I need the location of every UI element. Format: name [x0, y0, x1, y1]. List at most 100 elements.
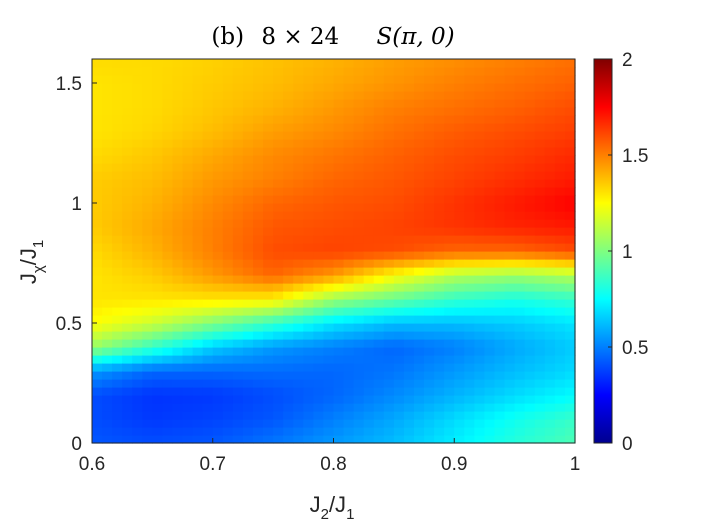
heatmap-cell: [253, 219, 264, 228]
heatmap-cell: [414, 147, 425, 156]
heatmap-cell: [293, 219, 304, 228]
heatmap-cell: [373, 315, 385, 324]
heatmap-cell: [303, 195, 314, 204]
heatmap-cell: [504, 115, 516, 124]
heatmap-cell: [232, 187, 244, 196]
heatmap-cell: [303, 267, 314, 276]
heatmap-cell: [172, 147, 184, 156]
heatmap-cell: [534, 59, 546, 68]
heatmap-cell: [454, 235, 465, 244]
heatmap-cell: [444, 163, 455, 172]
heatmap-cell: [353, 259, 365, 268]
heatmap-cell: [544, 99, 556, 108]
heatmap-cell: [293, 315, 304, 324]
heatmap-cells: [92, 59, 576, 444]
heatmap-cell: [162, 435, 174, 444]
heatmap-cell: [333, 427, 345, 436]
heatmap-cell: [232, 339, 244, 348]
heatmap-cell: [464, 315, 475, 324]
heatmap-cell: [333, 147, 345, 156]
heatmap-cell: [182, 283, 194, 292]
heatmap-cell: [182, 227, 194, 236]
heatmap-cell: [544, 251, 556, 260]
heatmap-cell: [393, 283, 405, 292]
heatmap-cell: [353, 123, 365, 132]
heatmap-cell: [222, 307, 234, 316]
heatmap-cell: [152, 259, 164, 268]
heatmap-cell: [152, 419, 164, 428]
heatmap-cell: [333, 179, 345, 188]
heatmap-cell: [554, 195, 566, 204]
heatmap-cell: [554, 347, 566, 356]
heatmap-cell: [222, 419, 234, 428]
heatmap-cell: [132, 339, 143, 348]
heatmap-cell: [92, 243, 103, 252]
heatmap-cell: [122, 251, 133, 260]
heatmap-cell: [172, 67, 184, 76]
heatmap-cell: [514, 243, 526, 252]
heatmap-cell: [363, 59, 375, 68]
heatmap-cell: [333, 59, 345, 68]
heatmap-cell: [554, 203, 566, 212]
heatmap-cell: [162, 243, 174, 252]
heatmap-cell: [373, 347, 385, 356]
colorbar-tick-label: 1: [622, 242, 633, 263]
heatmap-cell: [554, 123, 566, 132]
heatmap-cell: [454, 187, 465, 196]
heatmap-cell: [564, 139, 576, 148]
heatmap-cell: [403, 147, 415, 156]
heatmap-cell: [534, 163, 546, 172]
heatmap-cell: [263, 123, 274, 132]
heatmap-cell: [544, 227, 556, 236]
heatmap-cell: [494, 411, 506, 420]
heatmap-cell: [343, 275, 355, 284]
heatmap-cell: [564, 371, 576, 380]
heatmap-cell: [232, 203, 244, 212]
heatmap-cell: [242, 411, 254, 420]
heatmap-cell: [454, 107, 465, 116]
heatmap-cell: [444, 379, 455, 388]
heatmap-cell: [464, 355, 475, 364]
heatmap-cell: [353, 379, 365, 388]
heatmap-cell: [323, 347, 335, 356]
heatmap-cell: [242, 219, 254, 228]
heatmap-cell: [383, 299, 395, 308]
heatmap-cell: [253, 403, 264, 412]
heatmap-cell: [132, 155, 143, 164]
heatmap-cell: [353, 355, 365, 364]
heatmap-cell: [92, 299, 103, 308]
heatmap-cell: [152, 251, 164, 260]
heatmap-cell: [343, 59, 355, 68]
heatmap-cell: [313, 163, 325, 172]
heatmap-cell: [353, 283, 365, 292]
heatmap-cell: [222, 299, 234, 308]
heatmap-cell: [504, 195, 516, 204]
heatmap-cell: [454, 339, 465, 348]
heatmap-cell: [414, 403, 425, 412]
heatmap-cell: [162, 387, 174, 396]
heatmap-cell: [484, 259, 496, 268]
heatmap-cell: [504, 283, 516, 292]
heatmap-cell: [152, 387, 164, 396]
heatmap-cell: [293, 251, 304, 260]
heatmap-cell: [232, 227, 244, 236]
heatmap-cell: [152, 299, 164, 308]
heatmap-cell: [363, 243, 375, 252]
heatmap-cell: [564, 123, 576, 132]
heatmap-cell: [383, 411, 395, 420]
heatmap-cell: [122, 395, 133, 404]
heatmap-cell: [142, 283, 153, 292]
heatmap-cell: [323, 75, 335, 84]
heatmap-cell: [434, 291, 445, 300]
heatmap-cell: [242, 331, 254, 340]
heatmap-cell: [333, 91, 345, 100]
heatmap-cell: [554, 411, 566, 420]
heatmap-cell: [474, 83, 486, 92]
heatmap-cell: [202, 387, 214, 396]
heatmap-cell: [424, 227, 435, 236]
heatmap-cell: [383, 315, 395, 324]
heatmap-cell: [263, 331, 274, 340]
heatmap-cell: [202, 363, 214, 372]
heatmap-cell: [383, 275, 395, 284]
heatmap-cell: [333, 123, 345, 132]
